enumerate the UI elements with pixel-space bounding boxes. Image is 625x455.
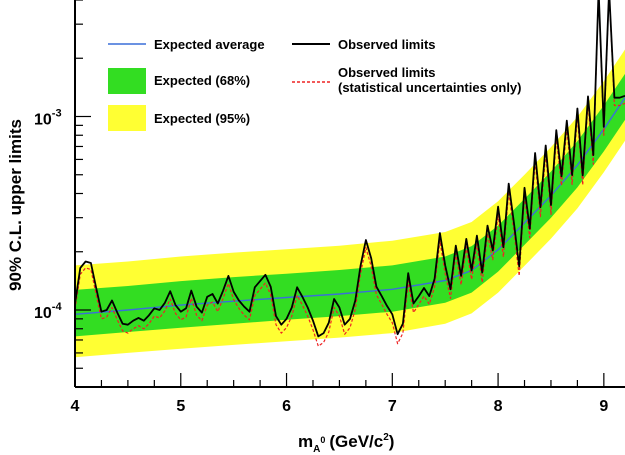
legend-label-observed-stat-note: (statistical uncertainties only) [338,80,522,95]
x-tick-label: 7 [388,398,397,415]
legend-label-expected-95: Expected (95%) [154,111,250,126]
x-tick-label: 4 [71,398,80,415]
x-axis-title: mA0 (GeV/c2) [298,432,394,455]
legend-label-observed-stat: Observed limits [338,65,436,80]
band-expected-68 [75,73,625,337]
x-tick-label: 8 [494,398,503,415]
y-tick-label: 10-3 [34,107,62,128]
observed-stat-line [74,0,625,347]
expected-average-line [74,97,625,315]
x-tick-label: 5 [176,398,185,415]
legend-label-expected-average: Expected average [154,37,265,52]
legend: Expected average Observed limits Expecte… [108,37,522,131]
y-axis-title: 90% C.L. upper limits [6,119,25,291]
y-tick-label: 10-4 [34,301,62,322]
axis-ticks: 4 5 6 7 8 9 10-4 10-3 [34,0,608,415]
plot-area [74,0,625,358]
legend-swatch-expected-68 [108,68,146,94]
legend-swatch-expected-95 [108,105,146,131]
observed-limits-line [74,0,625,338]
x-tick-label: 9 [599,398,608,415]
legend-label-observed-limits: Observed limits [338,37,436,52]
legend-label-expected-68: Expected (68%) [154,73,250,88]
x-tick-label: 6 [282,398,291,415]
